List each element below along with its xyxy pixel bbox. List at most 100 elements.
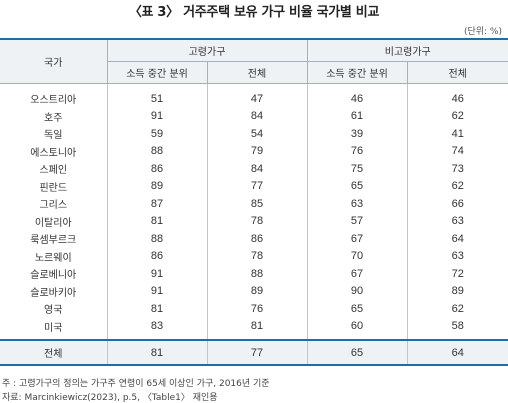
total-label: 전체: [0, 340, 108, 366]
table-cell: 78: [207, 212, 308, 230]
table-cell: 74: [451, 145, 464, 158]
country-cell: 그리스: [0, 195, 108, 213]
table-title: 〈표 3〉 거주주택 보유 가구 비율 국가별 비교: [128, 5, 380, 20]
table-cell: 89: [107, 177, 208, 195]
table-cell: 62: [451, 302, 464, 315]
table-cell: 86: [207, 230, 308, 248]
table-row: 그리스 87 85 63 66: [0, 195, 508, 213]
table-cell: 62: [451, 110, 464, 123]
table-cell: 65: [307, 300, 408, 318]
table-cell: 78: [207, 247, 308, 265]
table-cell: 73: [451, 162, 464, 175]
unit-label: (단위: %): [463, 27, 502, 37]
table-cell: 46: [307, 83, 408, 108]
country-cell: 노르웨이: [0, 247, 108, 265]
table-row: 호주 91 84 61 62: [0, 107, 508, 125]
table-row: 이탈리아 81 78 57 63: [0, 212, 508, 230]
table-cell: 88: [107, 230, 208, 248]
table-body: 오스트리아 51 47 46 46 호주 91 84 61 62 독일 59 54 39 41 에스토니아 88…: [0, 83, 508, 341]
header-elderly-group: 고령가구: [107, 38, 308, 62]
table-row: 노르웨이 86 78 70 63: [0, 247, 508, 265]
table-row: 스페인 86 84 75 73: [0, 160, 508, 178]
table-row: 오스트리아 51 47 46 46: [0, 83, 508, 108]
table-cell: 85: [207, 195, 308, 213]
table-cell: 58: [407, 317, 508, 341]
table-cell: 90: [307, 282, 408, 300]
table-cell: 63: [307, 195, 408, 213]
table-cell: 65: [307, 177, 408, 195]
header-nonelderly-total: 전체: [407, 61, 508, 84]
country-cell: 슬로바키아: [0, 282, 108, 300]
table-cell: 84: [207, 107, 308, 125]
table-cell: 84: [207, 160, 308, 178]
header-elderly-median: 소득 중간 분위: [107, 61, 208, 84]
country-cell: 오스트리아: [0, 83, 108, 108]
header-nonelderly-group: 비고령가구: [307, 38, 508, 62]
table-cell: 46: [451, 92, 464, 105]
table-cell: 54: [207, 125, 308, 143]
table-cell: 70: [307, 247, 408, 265]
table-row: 에스토니아 88 79 76 74: [0, 142, 508, 160]
table-cell: 64: [451, 232, 464, 245]
table-cell: 67: [307, 265, 408, 283]
header-elderly-total: 전체: [207, 61, 308, 84]
table-cell: 81: [107, 300, 208, 318]
table-cell: 86: [107, 160, 208, 178]
table-cell: 76: [207, 300, 308, 318]
table-cell: 64: [407, 340, 508, 366]
table-cell: 72: [451, 267, 464, 280]
country-cell: 에스토니아: [0, 142, 108, 160]
header-country: 국가: [0, 38, 108, 84]
table-cell: 66: [451, 197, 464, 210]
table-cell: 91: [107, 107, 208, 125]
total-row: 전체 81 77 65 64: [0, 340, 508, 366]
table-cell: 60: [307, 317, 408, 341]
table-cell: 88: [107, 142, 208, 160]
country-cell: 룩셈부르크: [0, 230, 108, 248]
table-cell: 77: [207, 340, 308, 366]
footnote: 주 : 고령가구의 정의는 가구주 연령이 65세 이상인 가구, 2016년 …: [2, 379, 270, 389]
country-cell: 미국: [0, 317, 108, 341]
country-cell: 독일: [0, 125, 108, 143]
table-cell: 59: [107, 125, 208, 143]
country-cell: 스페인: [0, 160, 108, 178]
table-cell: 88: [207, 265, 308, 283]
table-row: 슬로베니아 91 88 67 72: [0, 265, 508, 283]
table-cell: 39: [307, 125, 408, 143]
table-cell: 61: [307, 107, 408, 125]
table-cell: 47: [207, 83, 308, 108]
table-row: 영국 81 76 65 62: [0, 300, 508, 318]
header-nonelderly-median: 소득 중간 분위: [307, 61, 408, 84]
country-cell: 호주: [0, 107, 108, 125]
table-row: 핀란드 89 77 65 62: [0, 177, 508, 195]
table-cell: 63: [451, 250, 464, 263]
table-cell: 67: [307, 230, 408, 248]
country-cell: 이탈리아: [0, 212, 108, 230]
table-cell: 63: [451, 215, 464, 228]
table-cell: 81: [107, 212, 208, 230]
table-cell: 76: [307, 142, 408, 160]
table-cell: 65: [307, 340, 408, 366]
table-row: 미국 83 81 60 58: [0, 317, 508, 341]
table-cell: 62: [451, 180, 464, 193]
table-cell: 89: [207, 282, 308, 300]
table-cell: 75: [307, 160, 408, 178]
table-cell: 57: [307, 212, 408, 230]
country-cell: 영국: [0, 300, 108, 318]
table-cell: 91: [107, 282, 208, 300]
table-cell: 41: [451, 127, 464, 140]
table-cell: 89: [451, 285, 464, 298]
table-cell: 91: [107, 265, 208, 283]
table-row: 슬로바키아 91 89 90 89: [0, 282, 508, 300]
data-table: 국가 고령가구 비고령가구 소득 중간 분위 전체 소득 중간 분위 전체 오스…: [0, 38, 508, 366]
table-cell: 79: [207, 142, 308, 160]
table-cell: 51: [107, 83, 208, 108]
table-cell: 83: [107, 317, 208, 341]
table-cell: 77: [207, 177, 308, 195]
table-row: 독일 59 54 39 41: [0, 125, 508, 143]
country-cell: 핀란드: [0, 177, 108, 195]
source-note: 자료: Marcinkiewicz(2023), p.5, 〈Table1〉 재…: [2, 393, 218, 403]
table-cell: 86: [107, 247, 208, 265]
country-cell: 슬로베니아: [0, 265, 108, 283]
table-cell: 81: [207, 317, 308, 341]
